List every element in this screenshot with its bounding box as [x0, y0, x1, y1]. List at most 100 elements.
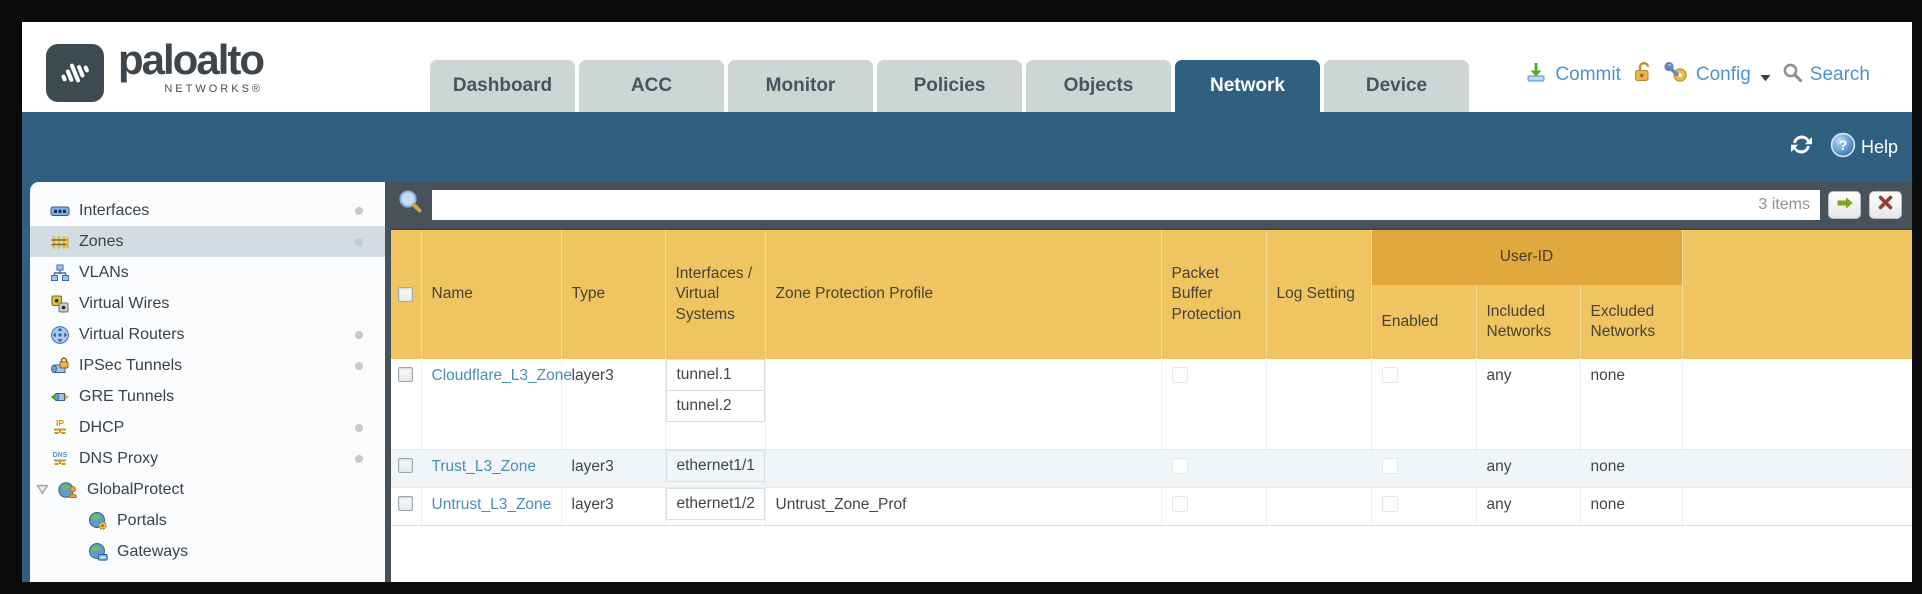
row-checkbox[interactable]	[398, 495, 414, 511]
sidebar-item-label: IPSec Tunnels	[79, 356, 183, 374]
header-actions: Commit	[1524, 60, 1870, 90]
sidebar-item-virtual-routers[interactable]: Virtual Routers	[30, 319, 385, 350]
search-button[interactable]: Search	[1782, 62, 1870, 89]
collapse-arrow-icon[interactable]	[36, 484, 49, 495]
included-networks-cell: any	[1476, 359, 1581, 450]
enabled-cell	[1371, 487, 1477, 526]
green-arrow-icon	[1836, 196, 1854, 215]
paloalto-logo-icon	[46, 44, 104, 102]
zone-name-link[interactable]: Untrust_L3_Zone	[431, 495, 552, 513]
table-row: Trust_L3_Zone layer3 ethernet1/1 any non…	[391, 449, 1912, 488]
packet-buffer-protection-cell	[1161, 487, 1267, 526]
clear-filter-button[interactable]	[1869, 191, 1902, 219]
packet-buffer-protection-cell	[1161, 449, 1267, 488]
included-networks-cell: any	[1476, 487, 1581, 526]
sidebar-item-zones[interactable]: Zones	[30, 226, 385, 257]
zone-name-link[interactable]: Cloudflare_L3_Zone	[431, 367, 572, 384]
excluded-networks-cell: none	[1580, 359, 1683, 450]
sidebar-item-globalprotect[interactable]: GlobalProtect	[30, 474, 385, 505]
col-header-name[interactable]: Name	[421, 229, 562, 359]
col-header-interfaces[interactable]: Interfaces / Virtual Systems	[665, 229, 766, 359]
enabled-cell	[1371, 449, 1477, 488]
app-window: paloalto NETWORKS® Dashboard ACC Monitor…	[22, 22, 1912, 582]
commit-button[interactable]: Commit	[1524, 60, 1621, 90]
log-setting-cell	[1266, 487, 1372, 526]
page-background: ? Help Inte	[22, 112, 1912, 582]
help-button[interactable]: ? Help	[1830, 132, 1898, 163]
pbp-checkbox	[1171, 457, 1188, 474]
change-indicator-dot	[355, 361, 363, 370]
tab-objects[interactable]: Objects	[1026, 60, 1171, 112]
config-lock-button[interactable]	[1632, 60, 1653, 90]
sidebar-item-portals[interactable]: Portals	[30, 505, 385, 536]
refresh-icon[interactable]	[1788, 131, 1815, 163]
sidebar-item-dhcp[interactable]: IP DHCP	[30, 412, 385, 443]
page-toolbar: ? Help	[22, 112, 1912, 182]
pbp-checkbox	[1171, 495, 1188, 512]
sidebar-item-dns-proxy[interactable]: DNS DNS Proxy	[30, 443, 385, 474]
zones-table: Name Type Interfaces / Virtual Systems Z…	[391, 228, 1912, 526]
excluded-networks-cell: none	[1580, 487, 1683, 526]
col-header-select[interactable]	[391, 229, 422, 359]
tab-dashboard[interactable]: Dashboard	[430, 60, 575, 112]
col-header-packet-buffer-protection[interactable]: Packet Buffer Protection	[1161, 229, 1267, 359]
filter-input[interactable]	[442, 192, 1759, 218]
sidebar-item-label: Gateways	[117, 542, 189, 560]
sidebar-item-gre-tunnels[interactable]: GRE Tunnels	[30, 381, 385, 412]
filler-cell	[1682, 449, 1912, 488]
enabled-checkbox	[1381, 495, 1398, 512]
sidebar-item-label: VLANs	[79, 263, 129, 281]
content-area: Interfaces Zones	[30, 182, 1912, 582]
tab-monitor[interactable]: Monitor	[728, 60, 873, 112]
svg-text:DNS: DNS	[53, 452, 68, 459]
table-row: Cloudflare_L3_Zone layer3 tunnel.1 tunne…	[391, 359, 1912, 450]
filler-cell	[1682, 359, 1912, 450]
interfaces-icon	[50, 201, 70, 221]
main-nav-tabs: Dashboard ACC Monitor Policies Objects N…	[430, 60, 1469, 112]
sidebar-item-label: Zones	[79, 232, 124, 250]
sidebar-item-interfaces[interactable]: Interfaces	[30, 195, 385, 226]
col-header-log-setting[interactable]: Log Setting	[1266, 229, 1372, 359]
zone-type-cell: layer3	[561, 487, 666, 526]
dhcp-icon: IP	[50, 418, 70, 438]
sidebar-item-label: Virtual Routers	[79, 325, 185, 343]
col-header-excluded-networks[interactable]: Excluded Networks	[1580, 285, 1683, 359]
svg-text:?: ?	[1839, 137, 1848, 153]
col-header-enabled[interactable]: Enabled	[1371, 285, 1477, 359]
change-indicator-dot	[355, 206, 363, 215]
filler-cell	[1682, 487, 1912, 526]
sidebar-item-label: GRE Tunnels	[79, 387, 175, 405]
col-header-type[interactable]: Type	[561, 229, 666, 359]
col-header-included-networks[interactable]: Included Networks	[1476, 285, 1581, 359]
included-networks-cell: any	[1476, 449, 1581, 488]
virtual-wires-icon	[50, 294, 70, 314]
change-indicator-dot	[355, 237, 363, 246]
tab-network[interactable]: Network	[1175, 60, 1320, 112]
interfaces-cell: ethernet1/2	[665, 487, 766, 526]
col-header-zone-protection-profile[interactable]: Zone Protection Profile	[765, 229, 1162, 359]
row-checkbox[interactable]	[398, 457, 414, 473]
zone-protection-profile-cell	[765, 449, 1162, 488]
item-count-label: 3 items	[1758, 196, 1810, 213]
zone-name-link[interactable]: Trust_L3_Zone	[431, 457, 537, 475]
zone-protection-profile-cell: Untrust_Zone_Prof	[765, 487, 1162, 526]
red-x-icon	[1878, 195, 1893, 215]
zones-pane: 3 items	[385, 182, 1912, 582]
sidebar-item-ipsec-tunnels[interactable]: IPSec Tunnels	[30, 350, 385, 381]
row-checkbox[interactable]	[398, 367, 414, 382]
tab-acc[interactable]: ACC	[579, 60, 724, 112]
virtual-routers-icon	[50, 325, 70, 345]
tab-device[interactable]: Device	[1324, 60, 1469, 112]
sidebar-item-virtual-wires[interactable]: Virtual Wires	[30, 288, 385, 319]
filter-bar: 3 items	[391, 182, 1912, 228]
config-menu-button[interactable]: Config	[1664, 60, 1771, 90]
excluded-networks-cell: none	[1580, 449, 1683, 488]
portals-icon	[88, 511, 108, 531]
sidebar-item-vlans[interactable]: VLANs	[30, 257, 385, 288]
commit-icon	[1524, 60, 1548, 90]
apply-filter-button[interactable]	[1828, 191, 1861, 219]
interfaces-cell: ethernet1/1	[665, 449, 766, 488]
select-all-checkbox[interactable]	[398, 287, 414, 302]
tab-policies[interactable]: Policies	[877, 60, 1022, 112]
sidebar-item-gateways[interactable]: Gateways	[30, 536, 385, 567]
